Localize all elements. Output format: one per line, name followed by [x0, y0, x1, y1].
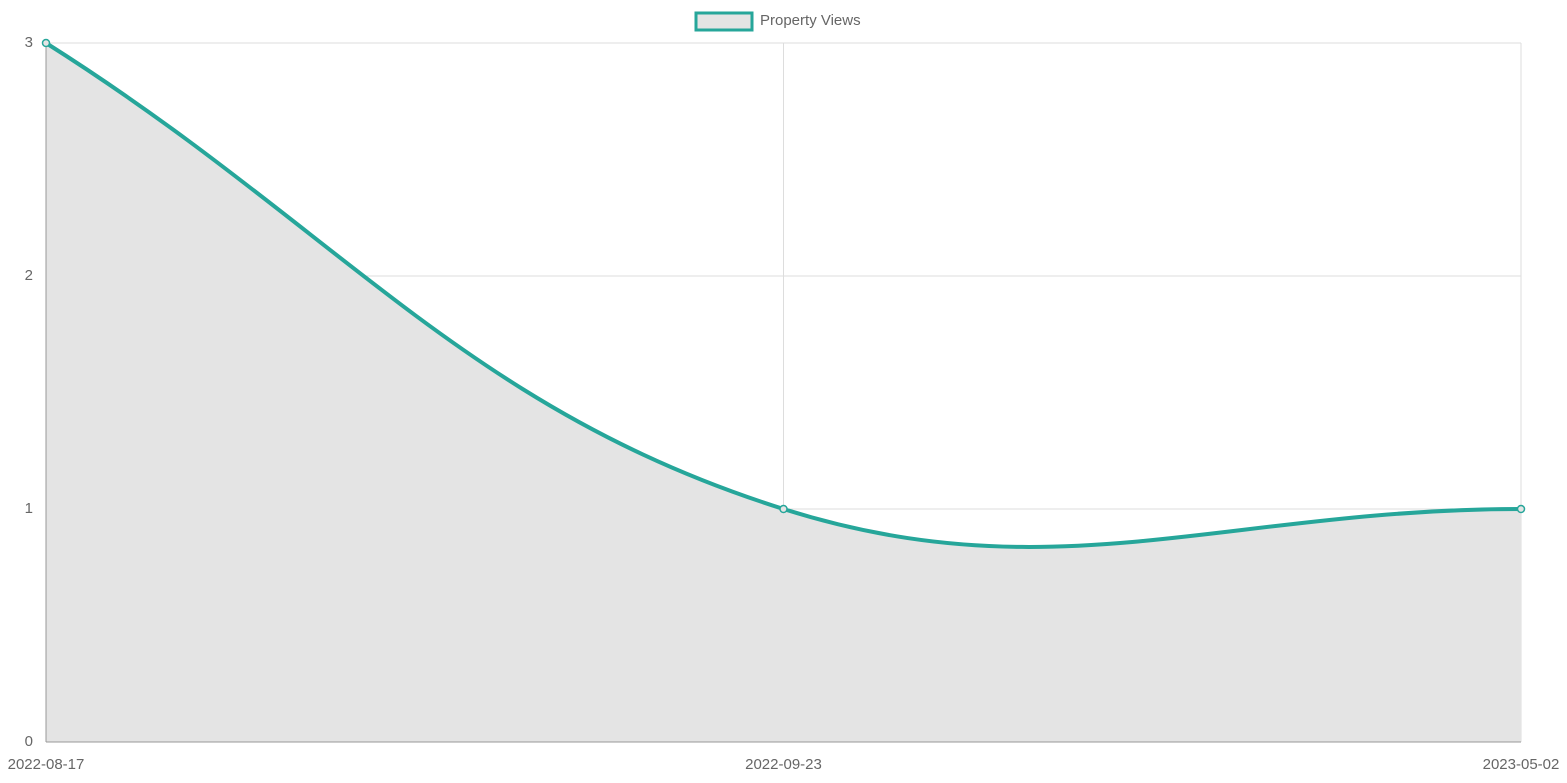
- y-tick-label: 0: [25, 733, 33, 750]
- x-tick-label: 2022-09-23: [745, 756, 822, 773]
- line: [44, 41, 1522, 549]
- legend-swatch: [694, 11, 754, 32]
- x-tick-label: 2023-05-02: [1483, 756, 1560, 773]
- point: [779, 504, 788, 514]
- x-tick-label: 2022-08-17: [8, 756, 85, 773]
- area: [46, 43, 1521, 742]
- y-tick-label: 3: [25, 34, 33, 51]
- y-tick-label: 2: [25, 267, 33, 284]
- y-tick-label: 1: [25, 500, 33, 517]
- point: [41, 38, 51, 48]
- legend-label: Property Views: [760, 12, 861, 29]
- point: [1516, 504, 1526, 514]
